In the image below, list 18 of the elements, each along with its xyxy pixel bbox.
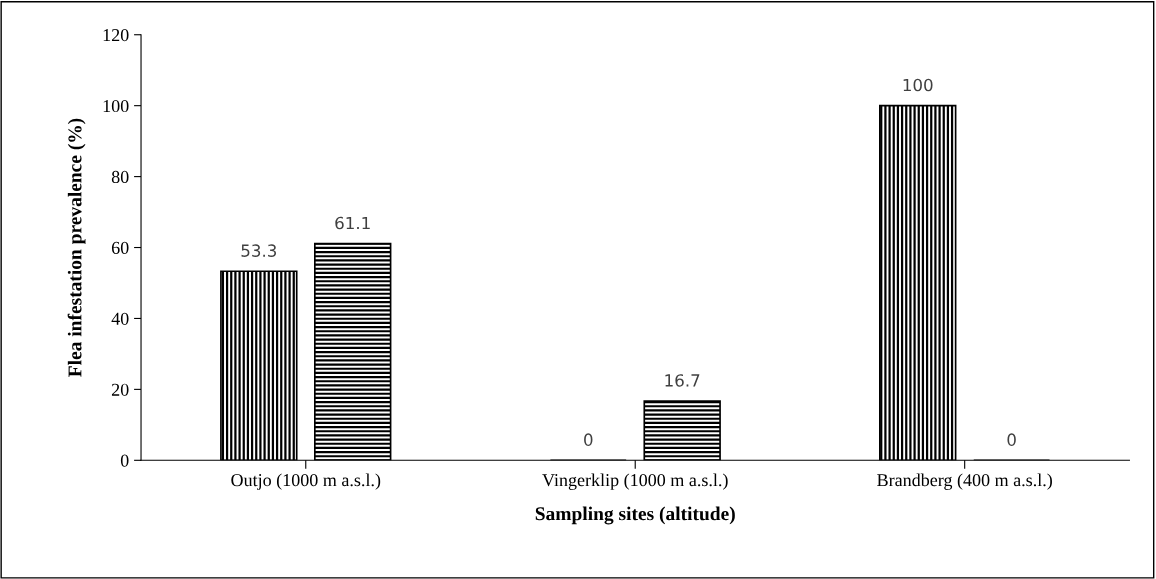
data-label: 0 <box>1007 433 1016 446</box>
y-tick-label: 80 <box>111 170 129 184</box>
y-tick-label: 20 <box>111 383 129 396</box>
y-tick-label: 60 <box>111 241 129 254</box>
y-axis-title: Flea infestation prevalence (%) <box>67 118 86 377</box>
data-label: 53.3 <box>241 244 277 257</box>
x-tick-label: Vingerklip (1000 m a.s.l.) <box>542 473 728 490</box>
x-tick-label: Outjo (1000 m a.s.l.) <box>231 473 381 490</box>
y-tick-label: 40 <box>111 312 129 325</box>
data-label: 100 <box>903 78 933 92</box>
y-tick-label: 0 <box>120 454 129 467</box>
x-axis-title: Sampling sites (altitude) <box>535 506 735 525</box>
y-tick-label: 100 <box>103 99 129 113</box>
data-label: 0 <box>584 433 593 446</box>
data-label: 61.1 <box>335 216 370 230</box>
data-label: 16.7 <box>665 374 700 387</box>
y-tick-label: 120 <box>103 29 129 42</box>
x-tick-label: Brandberg (400 m a.s.l.) <box>877 473 1052 490</box>
